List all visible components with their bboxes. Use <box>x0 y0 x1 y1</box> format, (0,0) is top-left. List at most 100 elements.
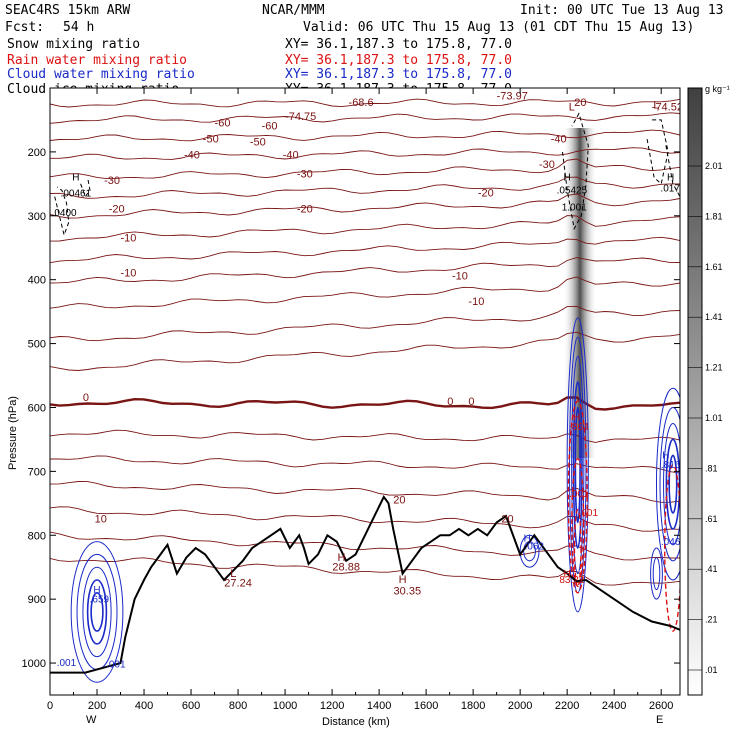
temperature-contour-label: -20 <box>297 204 313 216</box>
field-name-rain: Rain water mixing ratio <box>7 53 187 68</box>
terrain-extremum-label: L <box>230 568 236 580</box>
y-tick-label: 700 <box>28 466 46 478</box>
terrain-extremum-label: L <box>653 99 659 111</box>
temperature-contour-label: 0 <box>468 396 474 408</box>
extremum-label: .0400 <box>52 208 77 219</box>
cloud-water-contour <box>70 541 124 683</box>
rain-water-contour <box>664 464 680 632</box>
extremum-label: H <box>524 534 531 545</box>
extremum-label: .001 <box>569 489 589 500</box>
extremum-label: H <box>564 173 571 184</box>
temperature-contour-label: -73.97 <box>497 91 528 103</box>
x-tick-label: 400 <box>135 700 153 712</box>
cloud-ice-contour <box>54 186 70 237</box>
x-tick-label: 800 <box>229 700 247 712</box>
isotherm-line <box>50 557 680 586</box>
x-tick-label: 1000 <box>273 700 297 712</box>
field-name-cloudwater: Cloud water mixing ratio <box>7 67 195 82</box>
terrain-extremum-label: 30.35 <box>394 586 422 598</box>
cloud-ice-contour <box>562 112 589 231</box>
x-tick-label: 0 <box>47 700 53 712</box>
y-tick-label: 900 <box>28 594 46 606</box>
colorbar-label: 1.21 <box>705 363 723 373</box>
cloud-water-contour <box>90 591 104 632</box>
x-tick-label: 1800 <box>461 700 485 712</box>
y-tick-label: 400 <box>28 275 46 287</box>
extremum-label: H <box>667 173 674 184</box>
temperature-contour-label: -74.75 <box>285 111 316 123</box>
y-tick-label: 200 <box>28 147 46 159</box>
colorbar: g kg⁻¹ 2.01 1.81 1.61 1.41 1.21 1.01 .81 .61 .41… <box>687 84 730 696</box>
extremum-label: H <box>93 585 100 596</box>
extremum-label: .0170 <box>660 184 685 195</box>
terrain-extremum-label: H <box>338 552 346 564</box>
colorbar-unit: g kg⁻¹ <box>705 84 730 94</box>
extremum-label: .001 <box>579 508 599 519</box>
rain-water-contours <box>567 400 680 632</box>
org-title: NCAR/MMM <box>262 3 325 18</box>
temperature-contour-label: -30 <box>539 159 555 171</box>
y-tick-label: 500 <box>28 339 46 351</box>
temperature-contour-label: 20 <box>574 97 586 109</box>
cloud-water-contour <box>82 566 112 658</box>
x-tick-label: 1400 <box>367 700 391 712</box>
x-tick-label: 2200 <box>555 700 579 712</box>
fcst-value: 54 h <box>63 20 94 35</box>
cloud-ice-contour <box>665 145 680 197</box>
temperature-contour-label: -30 <box>104 175 120 187</box>
temperature-contour-label: 20 <box>393 494 405 506</box>
isotherm-line <box>50 236 680 264</box>
extremum-label: H <box>573 412 580 423</box>
cloud-water-contour <box>519 534 540 568</box>
extremum-label: .00461 <box>61 189 92 200</box>
cloud-water-contour <box>566 317 589 613</box>
colorbar-ramp <box>687 87 703 696</box>
temperature-contour-label: 20 <box>501 513 513 525</box>
cloud-water-contour <box>668 454 678 514</box>
field-xy-snow: XY= 36.1,187.3 to 175.8, 77.0 <box>285 37 512 52</box>
colorbar-label: .61 <box>705 514 718 524</box>
extremum-label: .046 <box>661 537 681 548</box>
x-tick-label: 2600 <box>649 700 673 712</box>
cloud-ice-contours <box>54 112 680 237</box>
x-end-west: W <box>86 714 97 726</box>
colorbar-label: 1.41 <box>705 312 723 322</box>
isotherm-line <box>50 147 680 160</box>
temperature-contours <box>50 98 680 586</box>
colorbar-label: .41 <box>705 564 718 574</box>
temperature-contour-label: 10 <box>95 513 107 525</box>
extremum-label: 1.001 <box>562 203 587 214</box>
cloud-water-contour <box>655 387 680 581</box>
temperature-contour-label: -10 <box>468 296 484 308</box>
isotherm-line <box>50 331 680 371</box>
temperature-contour-label: -10 <box>121 267 137 279</box>
temperature-contour-label: -10 <box>452 271 468 283</box>
plot-frame <box>49 87 681 696</box>
colorbar-label: .01 <box>705 665 718 675</box>
x-tick-label: 1200 <box>320 700 344 712</box>
extremum-label: H <box>72 173 79 184</box>
x-tick-label: 600 <box>182 700 200 712</box>
extremum-label: .001 <box>106 660 126 671</box>
field-xy-rain: XY= 36.1,187.3 to 175.8, 77.0 <box>285 53 512 68</box>
terrain-extremum-label: H <box>399 574 407 586</box>
rain-water-contour <box>573 509 582 588</box>
cloud-ice-contour <box>80 177 91 198</box>
isotherm-line <box>50 305 680 342</box>
colorbar-label: .21 <box>705 615 718 625</box>
extremum-label: .062 <box>525 541 545 552</box>
contour-labels: -68.6-60 -60-50 -50-40 -40-40-30-30-30-20 -2… <box>52 91 685 671</box>
y-tick-label: 800 <box>28 530 46 542</box>
extremum-label: .001 <box>57 658 77 669</box>
temperature-contour-label: -10 <box>121 232 137 244</box>
temperature-contour-label: -60 <box>215 117 231 129</box>
x-axis-label: Distance (km) <box>322 716 390 728</box>
extremum-label: 83.22 <box>559 575 584 586</box>
extremum-label: .05425 <box>557 185 588 196</box>
x-tick-label: 2000 <box>508 700 532 712</box>
isotherm-line <box>50 129 680 142</box>
temperature-contour-label: -60 <box>262 121 278 133</box>
colorbar-label: 1.61 <box>705 262 723 272</box>
x-tick-label: 200 <box>88 700 106 712</box>
